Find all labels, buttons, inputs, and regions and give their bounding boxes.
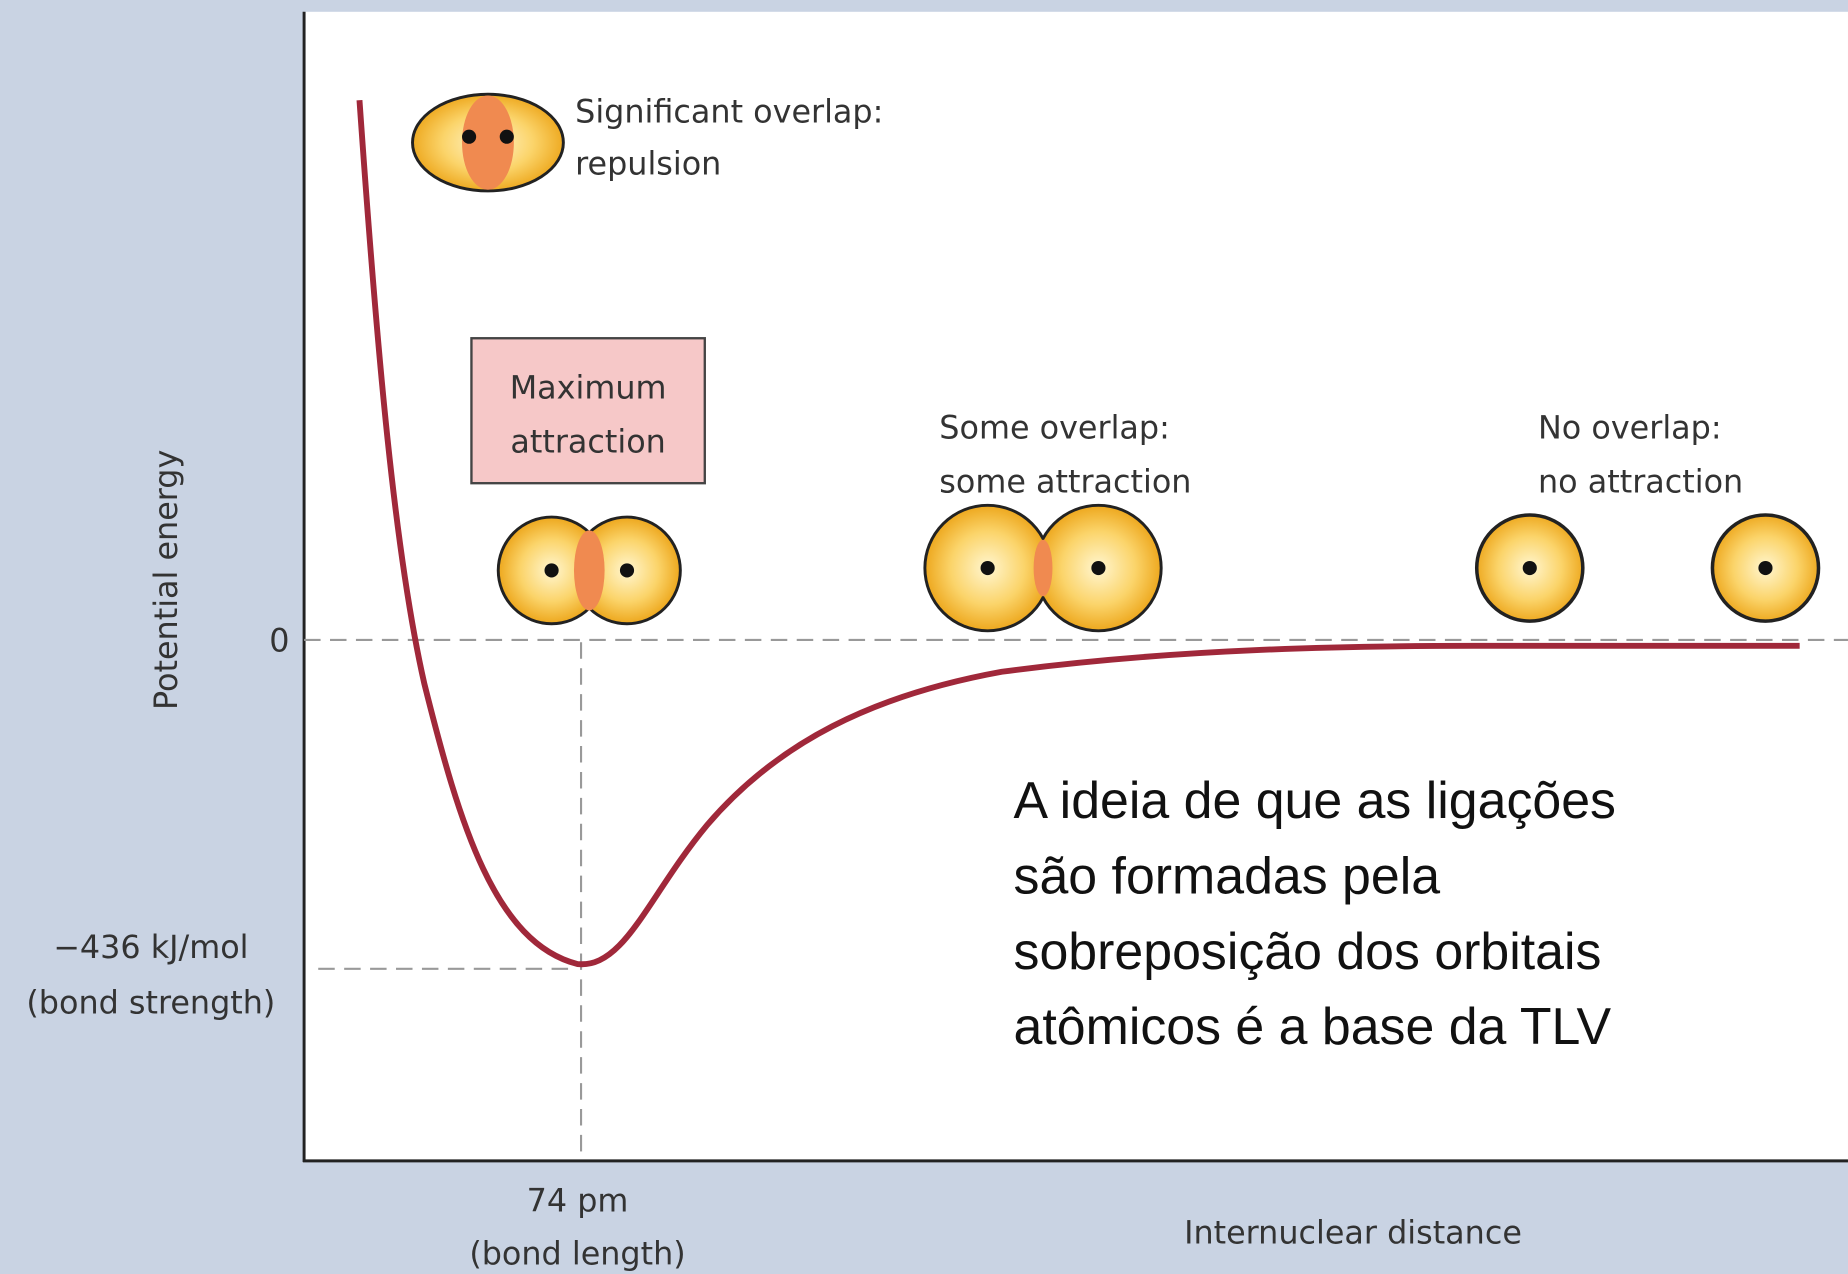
state-label: Some overlap: [939,408,1170,446]
zero-label: 0 [269,622,289,660]
state-label: attraction [510,423,665,461]
orbital-some [923,503,1163,633]
state-label: Significant overlap: [575,93,883,131]
caption-line: são formadas pela [1014,846,1441,904]
state-label: some attraction [939,463,1191,501]
orbital-repulsion [411,92,565,193]
length-note: (bond length) [469,1235,685,1273]
caption-line: atômicos é a base da TLV [1014,997,1612,1055]
state-label: Maximum [510,368,667,406]
y-axis-label: Potential energy [147,450,185,710]
orbital-max [496,515,682,626]
x-axis-label: Internuclear distance [1184,1213,1522,1251]
orbital-none [1474,513,1821,623]
state-label: No overlap: [1538,408,1722,446]
length-label: 74 pm [527,1182,629,1220]
caption-line: sobreposição dos orbitais [1014,922,1602,980]
energy-curve [356,99,1800,968]
caption-line: A ideia de que as ligações [1014,771,1616,829]
state-label: no attraction [1538,463,1743,501]
energy-label: −436 kJ/mol [53,928,248,966]
state-label: repulsion [575,144,721,182]
max-attraction-box [470,337,706,485]
energy-note: (bond strength) [26,984,275,1022]
